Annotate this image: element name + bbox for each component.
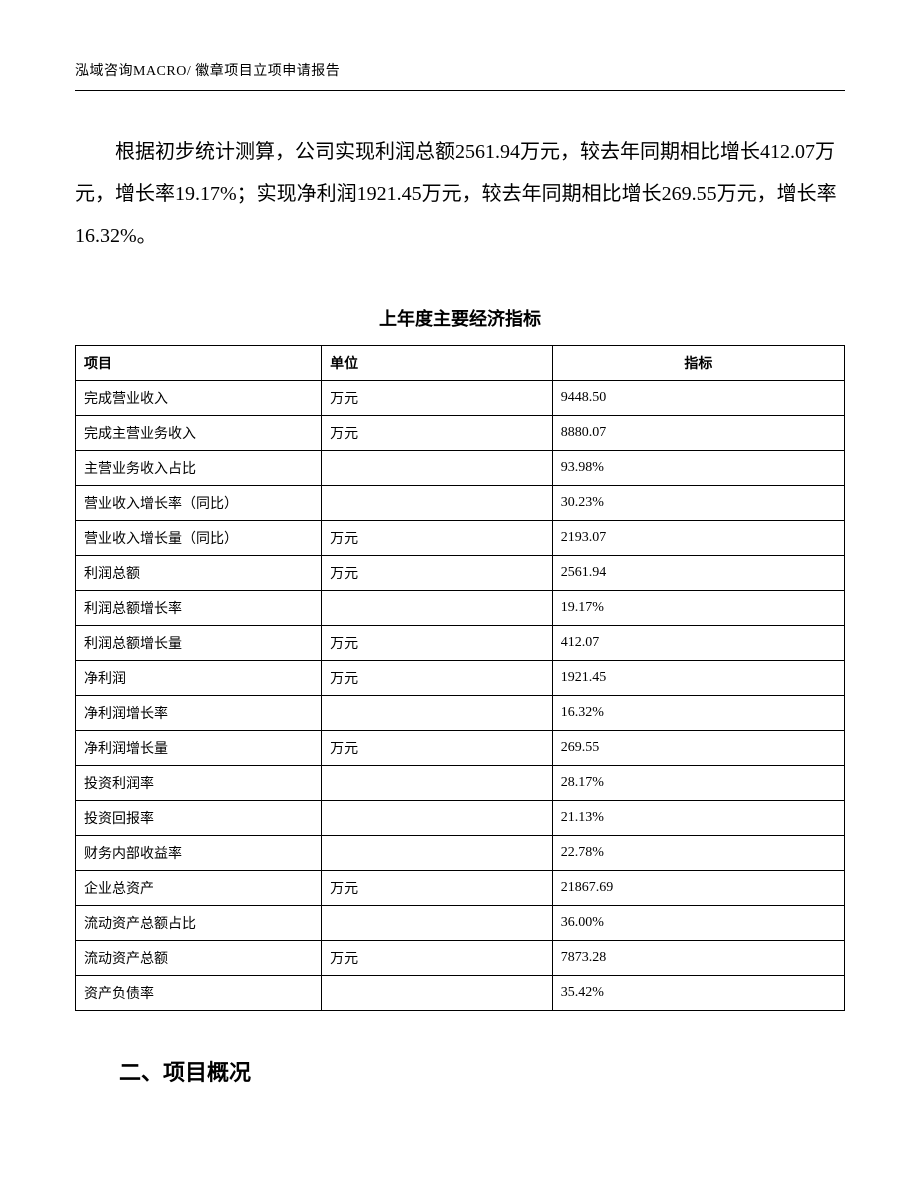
table-row: 主营业务收入占比 93.98% (76, 451, 845, 486)
page-header: 泓域咨询MACRO/ 徽章项目立项申请报告 (75, 60, 845, 80)
header-divider (75, 90, 845, 91)
cell-unit (322, 906, 553, 941)
table-row: 投资回报率 21.13% (76, 801, 845, 836)
cell-indicator: 9448.50 (552, 381, 844, 416)
table-row: 利润总额 万元 2561.94 (76, 556, 845, 591)
table-row: 完成主营业务收入 万元 8880.07 (76, 416, 845, 451)
col-header-item: 项目 (76, 346, 322, 381)
cell-unit: 万元 (322, 556, 553, 591)
cell-indicator: 7873.28 (552, 941, 844, 976)
table-row: 利润总额增长率 19.17% (76, 591, 845, 626)
table-row: 营业收入增长率（同比） 30.23% (76, 486, 845, 521)
cell-unit: 万元 (322, 626, 553, 661)
cell-item: 营业收入增长率（同比） (76, 486, 322, 521)
table-row: 财务内部收益率 22.78% (76, 836, 845, 871)
cell-item: 投资回报率 (76, 801, 322, 836)
table-row: 企业总资产 万元 21867.69 (76, 871, 845, 906)
cell-unit (322, 801, 553, 836)
cell-item: 利润总额 (76, 556, 322, 591)
cell-unit (322, 766, 553, 801)
table-row: 资产负债率 35.42% (76, 976, 845, 1011)
cell-unit (322, 451, 553, 486)
cell-item: 财务内部收益率 (76, 836, 322, 871)
cell-item: 流动资产总额 (76, 941, 322, 976)
cell-unit (322, 486, 553, 521)
table-row: 完成营业收入 万元 9448.50 (76, 381, 845, 416)
cell-indicator: 28.17% (552, 766, 844, 801)
table-row: 利润总额增长量 万元 412.07 (76, 626, 845, 661)
cell-indicator: 93.98% (552, 451, 844, 486)
cell-item: 主营业务收入占比 (76, 451, 322, 486)
cell-item: 营业收入增长量（同比） (76, 521, 322, 556)
cell-item: 利润总额增长量 (76, 626, 322, 661)
cell-unit: 万元 (322, 521, 553, 556)
table-row: 净利润 万元 1921.45 (76, 661, 845, 696)
table-header-row: 项目 单位 指标 (76, 346, 845, 381)
cell-item: 资产负债率 (76, 976, 322, 1011)
cell-indicator: 21867.69 (552, 871, 844, 906)
cell-unit (322, 976, 553, 1011)
cell-indicator: 19.17% (552, 591, 844, 626)
col-header-indicator: 指标 (552, 346, 844, 381)
cell-unit: 万元 (322, 941, 553, 976)
cell-indicator: 36.00% (552, 906, 844, 941)
table-row: 净利润增长率 16.32% (76, 696, 845, 731)
cell-unit: 万元 (322, 381, 553, 416)
section-heading: 二、项目概况 (119, 1055, 845, 1087)
cell-indicator: 269.55 (552, 731, 844, 766)
table-title: 上年度主要经济指标 (75, 305, 845, 331)
col-header-unit: 单位 (322, 346, 553, 381)
cell-unit: 万元 (322, 661, 553, 696)
document-page: 泓域咨询MACRO/ 徽章项目立项申请报告 根据初步统计测算，公司实现利润总额2… (0, 0, 920, 1191)
cell-unit (322, 696, 553, 731)
table-row: 流动资产总额 万元 7873.28 (76, 941, 845, 976)
cell-unit (322, 591, 553, 626)
cell-indicator: 8880.07 (552, 416, 844, 451)
cell-indicator: 30.23% (552, 486, 844, 521)
cell-item: 完成营业收入 (76, 381, 322, 416)
cell-indicator: 2561.94 (552, 556, 844, 591)
cell-item: 完成主营业务收入 (76, 416, 322, 451)
economic-indicators-table: 项目 单位 指标 完成营业收入 万元 9448.50 完成主营业务收入 万元 8… (75, 345, 845, 1011)
cell-indicator: 21.13% (552, 801, 844, 836)
summary-paragraph: 根据初步统计测算，公司实现利润总额2561.94万元，较去年同期相比增长412.… (75, 131, 845, 257)
cell-item: 净利润增长量 (76, 731, 322, 766)
cell-indicator: 22.78% (552, 836, 844, 871)
table-row: 投资利润率 28.17% (76, 766, 845, 801)
cell-indicator: 1921.45 (552, 661, 844, 696)
cell-item: 净利润增长率 (76, 696, 322, 731)
cell-item: 净利润 (76, 661, 322, 696)
table-row: 净利润增长量 万元 269.55 (76, 731, 845, 766)
table-row: 流动资产总额占比 36.00% (76, 906, 845, 941)
cell-indicator: 2193.07 (552, 521, 844, 556)
cell-unit (322, 836, 553, 871)
cell-unit: 万元 (322, 871, 553, 906)
cell-item: 投资利润率 (76, 766, 322, 801)
cell-item: 流动资产总额占比 (76, 906, 322, 941)
cell-item: 企业总资产 (76, 871, 322, 906)
cell-indicator: 16.32% (552, 696, 844, 731)
table-row: 营业收入增长量（同比） 万元 2193.07 (76, 521, 845, 556)
cell-item: 利润总额增长率 (76, 591, 322, 626)
cell-indicator: 35.42% (552, 976, 844, 1011)
cell-unit: 万元 (322, 731, 553, 766)
cell-indicator: 412.07 (552, 626, 844, 661)
cell-unit: 万元 (322, 416, 553, 451)
